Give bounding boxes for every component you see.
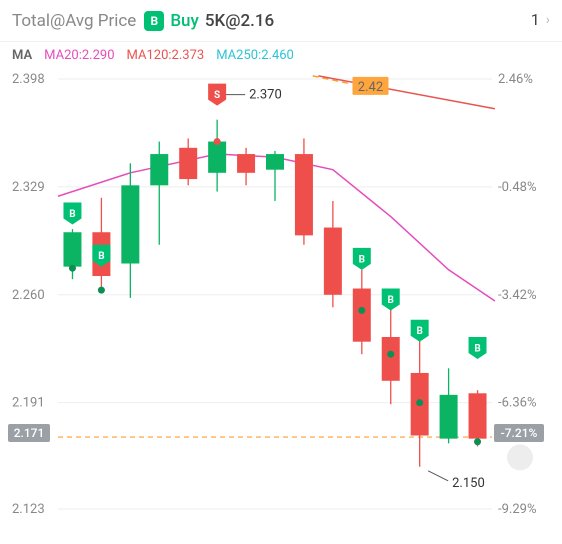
svg-text:2.370: 2.370 [249, 88, 282, 103]
interval-value: 1 [531, 10, 540, 29]
qty-at-price: 5K@2.16 [205, 11, 274, 31]
svg-text:2.191: 2.191 [12, 396, 45, 411]
svg-text:2.123: 2.123 [12, 502, 45, 517]
svg-text:2.398: 2.398 [12, 72, 45, 87]
chevron-right-icon: › [546, 12, 550, 28]
buy-badge-icon: B [144, 11, 164, 31]
ma-label: MA [12, 48, 32, 63]
svg-text:B: B [416, 326, 422, 337]
ma-legend: MA MA20:2.290 MA120:2.373 MA250:2.460 [0, 42, 562, 69]
buy-label: Buy [170, 11, 199, 31]
svg-text:B: B [98, 251, 104, 262]
header-bar: Total@Avg Price B Buy 5K@2.16 1 › [0, 0, 562, 42]
ma250-legend: MA250:2.460 [216, 48, 294, 63]
svg-text:2.42: 2.42 [358, 80, 383, 95]
svg-text:2.171: 2.171 [14, 426, 45, 440]
svg-text:S: S [214, 90, 220, 101]
svg-text:-7.21%: -7.21% [501, 426, 538, 440]
svg-text:2.329: 2.329 [12, 180, 45, 195]
svg-text:B: B [474, 343, 480, 354]
svg-text:-3.42%: -3.42% [498, 288, 536, 303]
ma120-legend: MA120:2.373 [127, 48, 205, 63]
svg-text:2.46%: 2.46% [498, 72, 533, 87]
svg-text:2.260: 2.260 [12, 288, 45, 303]
svg-text:-6.36%: -6.36% [498, 396, 536, 411]
interval-selector[interactable]: 1 › [531, 10, 550, 29]
svg-text:B: B [359, 254, 365, 265]
svg-text:-0.48%: -0.48% [498, 180, 536, 195]
svg-text:-9.29%: -9.29% [498, 502, 536, 517]
svg-text:2.150: 2.150 [452, 476, 485, 491]
candlestick-chart[interactable]: 2.398 2.329 2.260 2.191 2.123 2.46% -0.48% -3.4… [0, 69, 562, 544]
svg-text:B: B [69, 209, 75, 220]
svg-text:B: B [388, 295, 394, 306]
header-title: Total@Avg Price [12, 11, 136, 31]
ma20-legend: MA20:2.290 [44, 48, 114, 63]
